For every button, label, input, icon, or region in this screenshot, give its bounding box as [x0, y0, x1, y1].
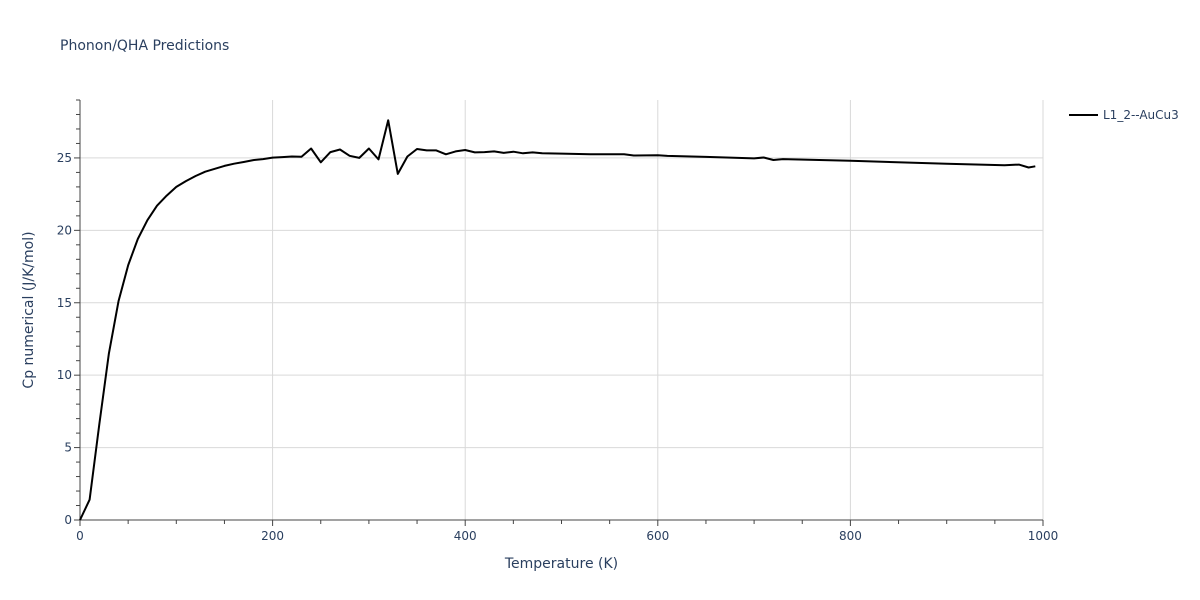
axes: 0 200 400 600 800 1000 0 5 10 15 20 25 — [57, 99, 1059, 543]
y-tick-label: 5 — [64, 441, 72, 455]
x-tick-label: 600 — [646, 529, 669, 543]
legend-label-l1-2-aucu3: L1_2--AuCu3 — [1103, 108, 1179, 122]
series-layer — [79, 119, 1036, 521]
y-tick-label: 15 — [57, 296, 72, 310]
y-tick-label: 20 — [57, 223, 72, 237]
grid — [80, 100, 1044, 520]
x-tick-label: 800 — [839, 529, 862, 543]
y-tick-label: 10 — [57, 368, 72, 382]
legend[interactable]: L1_2--AuCu3 — [1069, 108, 1179, 122]
x-axis-title: Temperature (K) — [504, 556, 618, 572]
x-tick-label: 400 — [454, 529, 477, 543]
y-tick-label: 25 — [57, 151, 72, 165]
y-axis-title: Cp numerical (J/K/mol) — [21, 231, 37, 388]
series-line-0[interactable] — [79, 119, 1036, 521]
x-tick-label: 0 — [76, 529, 84, 543]
chart-title: Phonon/QHA Predictions — [60, 38, 229, 54]
x-tick-label: 1000 — [1028, 529, 1059, 543]
x-tick-label: 200 — [261, 529, 284, 543]
y-tick-label: 0 — [64, 513, 72, 527]
